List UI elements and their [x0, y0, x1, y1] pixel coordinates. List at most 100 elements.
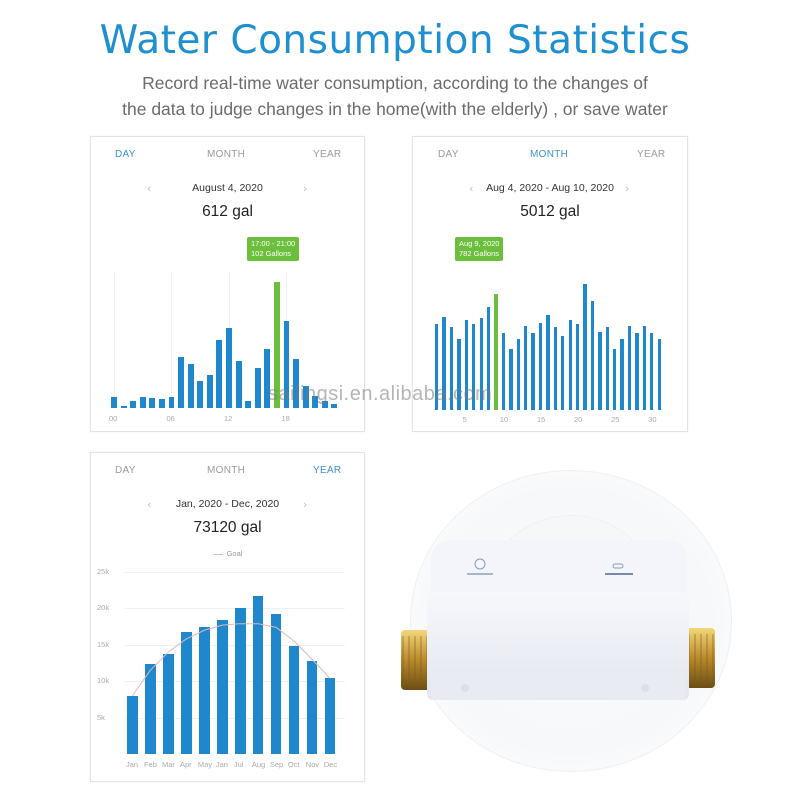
bar[interactable]	[162, 653, 174, 754]
bar[interactable]	[216, 340, 223, 408]
bar[interactable]	[288, 646, 300, 754]
bar[interactable]	[657, 339, 661, 410]
tooltip-gallons: 102 Gallons	[251, 249, 292, 258]
bar[interactable]	[235, 361, 242, 408]
bar[interactable]	[524, 325, 528, 410]
bar[interactable]	[627, 325, 632, 410]
bar[interactable]	[254, 368, 261, 408]
bar[interactable]	[206, 374, 213, 408]
next-chevron-icon[interactable]: ›	[303, 498, 308, 511]
bar[interactable]	[252, 596, 264, 754]
chart-legend: Goal	[91, 549, 364, 558]
x-tick-label: 10	[499, 415, 509, 424]
bar[interactable]	[226, 327, 232, 408]
x-tick-label: Feb	[143, 760, 157, 769]
bar[interactable]	[324, 678, 336, 754]
bar[interactable]	[568, 319, 572, 410]
bar[interactable]	[264, 348, 271, 408]
bar[interactable]	[178, 357, 185, 408]
y-tick-label: 25k	[97, 567, 110, 576]
bar[interactable]	[321, 400, 328, 408]
next-chevron-icon[interactable]: ›	[303, 182, 308, 195]
bar[interactable]	[197, 380, 204, 408]
bar[interactable]	[457, 339, 461, 410]
day-bar-chart: 00 06 12 18	[109, 272, 341, 423]
goal-line-swatch	[212, 553, 223, 555]
x-tick-label: Apr	[179, 760, 192, 769]
bar[interactable]	[501, 333, 506, 410]
day-chart-card: DAY MONTH YEAR ‹ August 4, 2020 › 612 ga…	[90, 136, 365, 432]
bar[interactable]	[635, 333, 639, 410]
water-meter-device	[401, 540, 715, 700]
x-tick-label: Jul	[233, 760, 244, 769]
bar[interactable]	[127, 695, 138, 754]
x-tick-label: 00	[109, 414, 118, 423]
bar[interactable]	[139, 396, 146, 408]
bar[interactable]	[270, 613, 282, 754]
tab-year[interactable]: YEAR	[637, 149, 666, 160]
bar[interactable]	[538, 322, 543, 410]
month-bar-chart: 5 10 15 20 25 30	[435, 277, 665, 424]
bar[interactable]	[486, 306, 491, 410]
bar[interactable]	[216, 620, 228, 754]
bar[interactable]	[546, 315, 550, 410]
next-chevron-icon[interactable]: ›	[625, 182, 630, 195]
bar[interactable]	[198, 627, 210, 754]
tab-month[interactable]: MONTH	[207, 465, 246, 476]
x-tick-label: 30	[648, 415, 657, 424]
tab-year[interactable]: YEAR	[313, 465, 342, 476]
bar[interactable]	[553, 327, 558, 410]
x-tick-label: Mar	[161, 760, 175, 769]
bar[interactable]	[130, 400, 137, 408]
bar[interactable]	[158, 399, 165, 408]
bar[interactable]	[575, 324, 580, 410]
bar[interactable]	[472, 324, 476, 410]
highlighted-bar[interactable]	[273, 281, 280, 408]
prev-chevron-icon[interactable]: ‹	[147, 182, 152, 195]
x-tick-label: 25	[611, 415, 620, 424]
bar[interactable]	[306, 660, 318, 754]
bar[interactable]	[561, 336, 565, 410]
tab-day[interactable]: DAY	[115, 465, 136, 476]
bar[interactable]	[331, 404, 338, 408]
x-tick-label: 5	[462, 415, 467, 424]
bar[interactable]	[234, 608, 246, 754]
bar[interactable]	[442, 316, 446, 410]
bar[interactable]	[531, 333, 535, 410]
bar[interactable]	[312, 395, 319, 408]
bar[interactable]	[120, 405, 127, 408]
tab-day[interactable]: DAY	[438, 149, 459, 160]
bar[interactable]	[245, 400, 252, 408]
prev-chevron-icon[interactable]: ‹	[147, 498, 152, 511]
bar[interactable]	[168, 396, 175, 408]
bar[interactable]	[149, 398, 156, 408]
bar[interactable]	[642, 325, 647, 410]
tab-year[interactable]: YEAR	[313, 149, 342, 160]
bar[interactable]	[464, 319, 468, 410]
bar[interactable]	[144, 664, 156, 754]
highlighted-bar[interactable]	[494, 294, 498, 410]
bar[interactable]	[302, 385, 309, 408]
legend-goal-label: Goal	[226, 549, 243, 558]
bar[interactable]	[620, 339, 624, 410]
bar[interactable]	[283, 321, 290, 408]
tab-month[interactable]: MONTH	[207, 149, 246, 160]
prev-chevron-icon[interactable]: ‹	[469, 182, 474, 195]
bar[interactable]	[598, 331, 602, 410]
bar[interactable]	[650, 333, 654, 410]
bar[interactable]	[516, 339, 520, 410]
bar[interactable]	[180, 632, 192, 754]
tab-day[interactable]: DAY	[115, 149, 136, 160]
bar[interactable]	[583, 284, 587, 410]
tab-month[interactable]: MONTH	[530, 149, 569, 160]
bar[interactable]	[111, 396, 117, 408]
bar[interactable]	[605, 327, 609, 410]
bar[interactable]	[187, 363, 194, 408]
bar[interactable]	[509, 349, 513, 410]
bar[interactable]	[435, 324, 439, 410]
bar[interactable]	[613, 349, 617, 410]
bar[interactable]	[293, 358, 300, 408]
bar[interactable]	[449, 327, 454, 410]
bar[interactable]	[590, 300, 595, 410]
bar[interactable]	[479, 318, 483, 410]
